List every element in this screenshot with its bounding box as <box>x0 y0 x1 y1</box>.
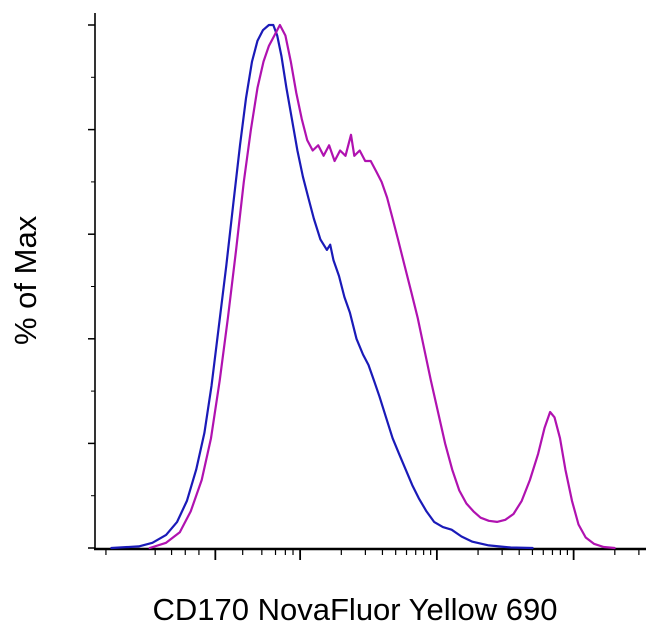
blue-curve <box>110 23 534 550</box>
y-axis-label: % of Max <box>8 215 43 345</box>
magenta-curve <box>148 23 616 550</box>
x-axis-label: CD170 NovaFluor Yellow 690 <box>152 592 558 627</box>
